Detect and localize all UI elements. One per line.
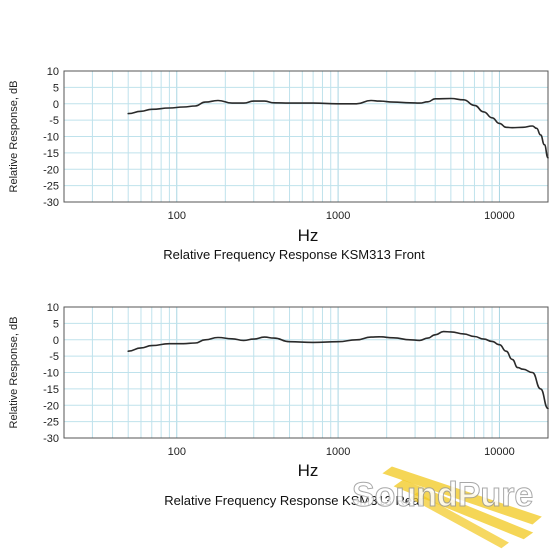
y-tick-label: 10 bbox=[47, 302, 59, 314]
x-tick-label: 100 bbox=[168, 210, 186, 222]
y-tick-label: -5 bbox=[49, 115, 59, 127]
chart-title: Relative Frequency Response KSM313 Rear bbox=[164, 493, 424, 508]
x-tick-label: 10000 bbox=[484, 210, 515, 222]
y-tick-label: -20 bbox=[43, 164, 59, 176]
y-tick-label: -25 bbox=[43, 181, 59, 193]
rear-response-chart: 10 5 0 -5 -10 -15 -20 -25 -30 100 1000 10000 Relativ… bbox=[8, 302, 549, 508]
y-tick-label: -15 bbox=[43, 148, 59, 160]
y-axis-label: Relative Response, dB bbox=[8, 81, 20, 193]
y-tick-label: -25 bbox=[43, 417, 59, 429]
y-tick-label: -30 bbox=[43, 433, 59, 445]
y-tick-label: 5 bbox=[53, 318, 59, 330]
x-axis-label: Hz bbox=[298, 461, 319, 480]
grid-lines bbox=[64, 71, 548, 202]
x-tick-label: 10000 bbox=[484, 446, 515, 458]
plot-frame bbox=[63, 306, 549, 439]
y-tick-label: -10 bbox=[43, 132, 59, 144]
watermark-text: SoundPure bbox=[352, 476, 533, 514]
y-tick-label: 0 bbox=[53, 99, 59, 111]
chart-title: Relative Frequency Response KSM313 Front bbox=[163, 247, 425, 262]
y-axis-label: Relative Response, dB bbox=[8, 317, 20, 429]
x-tick-label: 1000 bbox=[326, 446, 350, 458]
y-tick-label: 5 bbox=[53, 82, 59, 94]
y-tick-label: 0 bbox=[53, 335, 59, 347]
response-curve bbox=[127, 97, 549, 159]
grid-lines bbox=[64, 307, 548, 438]
y-tick-label: 10 bbox=[47, 66, 59, 78]
x-tick-label: 100 bbox=[168, 446, 186, 458]
response-curve bbox=[127, 330, 549, 410]
plot-frame bbox=[63, 70, 549, 203]
y-tick-label: -5 bbox=[49, 351, 59, 363]
y-tick-label: -30 bbox=[43, 197, 59, 209]
x-axis-label: Hz bbox=[298, 226, 319, 245]
front-response-chart: 10 5 0 -5 -10 -15 -20 -25 -30 100 1000 10000 Relativ… bbox=[8, 66, 549, 262]
y-tick-label: -15 bbox=[43, 384, 59, 396]
x-tick-label: 1000 bbox=[326, 210, 350, 222]
y-tick-label: -20 bbox=[43, 400, 59, 412]
soundpure-watermark-logo: SoundPure bbox=[352, 466, 542, 549]
y-tick-label: -10 bbox=[43, 368, 59, 380]
